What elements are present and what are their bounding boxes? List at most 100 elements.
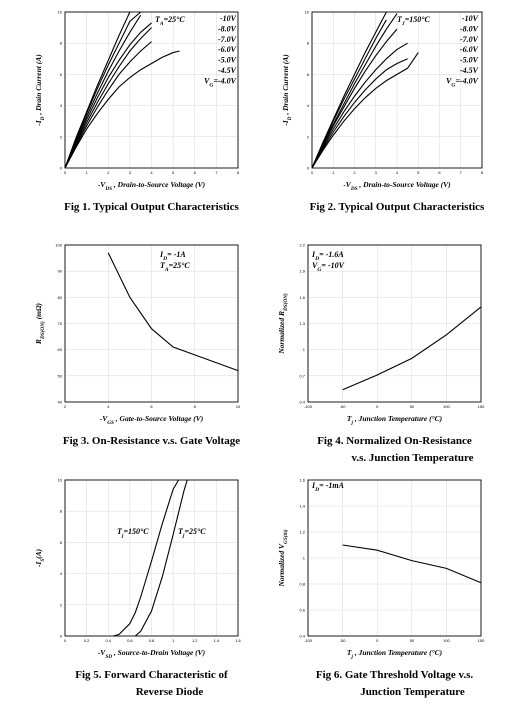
text-part: =25°C [184, 527, 206, 536]
text-part: = -1A [167, 250, 186, 259]
plot-border [64, 479, 239, 637]
text-part: A [159, 21, 164, 27]
text-part: D [287, 116, 293, 121]
text-part: j [121, 533, 124, 539]
x-tick-label: 6 [150, 404, 153, 409]
y-tick-label: 90 [58, 269, 63, 274]
text-part: G [317, 267, 321, 273]
data-line [311, 13, 398, 169]
text-part: , Drain Current (A) [34, 54, 43, 117]
y-tick-label: 2 [60, 602, 63, 607]
plot-border [64, 11, 239, 169]
text-part: -V [100, 414, 108, 423]
legend-entry: -4.5V [218, 66, 237, 75]
annotation: Tj=150°C [117, 527, 149, 539]
text-part: -V [343, 180, 351, 189]
text-part: -I [34, 119, 43, 125]
plot-border [311, 11, 483, 169]
figure-caption: Fig 2. Typical Output Characteristics [310, 201, 485, 213]
chart: -100 -50 0 50 100 150 0.4 0.7 1 1.3 1.6 1.9 2.2 Tj , … [277, 243, 485, 465]
text-part: (mΩ) [34, 302, 43, 321]
y-tick-label: 6 [307, 72, 310, 77]
legend-text: -4.0V [218, 76, 237, 85]
figure-caption: Fig 5. Forward Characteristic of [75, 669, 228, 681]
y-tick-label: 1 [303, 347, 306, 352]
data-line [64, 27, 152, 169]
text-part: R [34, 339, 43, 345]
y-tick-label: 70 [58, 321, 63, 326]
legend-text: -6.0V [218, 45, 237, 54]
text-part: SD [105, 654, 112, 660]
text-part: = -10V [321, 261, 344, 270]
x-tick-label: 3 [375, 170, 378, 175]
legend-entry: VG=-4.0V [446, 76, 479, 88]
x-tick-label: 4 [107, 404, 110, 409]
x-tick-label: 2 [64, 404, 67, 409]
chart: -100 -50 0 50 100 150 0.4 0.6 0.8 1 1.2 1.4 1.6 Tj , … [277, 478, 485, 699]
legend-text: -5.0V [460, 56, 479, 65]
data-line [311, 42, 408, 169]
x-tick-label: -50 [340, 404, 347, 409]
text-part: D [162, 256, 167, 262]
y-tick-label: 10 [58, 10, 63, 15]
text-part: = [455, 76, 460, 85]
y-tick-label: 1.4 [299, 504, 305, 509]
text-part: D [314, 256, 319, 262]
x-tick-label: 7 [215, 170, 218, 175]
y-tick-label: 10 [305, 10, 310, 15]
y-tick-label: 8 [307, 41, 310, 46]
x-tick-label: 7 [460, 170, 463, 175]
text-part: A [164, 267, 169, 273]
text-part: Normalized R [277, 311, 286, 355]
y-tick-label: 2 [60, 134, 63, 139]
text-part: DS [104, 186, 112, 192]
annotation: TA=25°C [160, 261, 190, 273]
y-axis-label: Normalized RDS(ON) [277, 293, 289, 355]
text-part: V [312, 261, 318, 270]
x-axis-label: -VDS , Drain-to-Source Voltage (V) [98, 180, 206, 192]
text-part: J [401, 21, 405, 27]
x-tick-label: 0 [376, 404, 379, 409]
y-tick-label: 60 [58, 347, 63, 352]
text-part: V [446, 76, 452, 85]
y-tick-label: 50 [58, 373, 63, 378]
annotation: ID= -1mA [311, 481, 345, 493]
x-tick-label: 3 [129, 170, 132, 175]
legend-text: -8.0V [218, 24, 237, 33]
legend-text: -10V [220, 14, 237, 23]
y-tick-label: 6 [60, 540, 63, 545]
y-tick-label: 8 [60, 509, 63, 514]
text-part: T [155, 15, 161, 24]
text-part: DS(ON) [39, 321, 46, 340]
data-line [64, 14, 142, 169]
text-part: = -1.6A [319, 250, 344, 259]
x-tick-label: 0 [311, 170, 314, 175]
data-line [311, 58, 408, 169]
text-part: -I [281, 119, 290, 125]
y-axis-label: RDS(ON) (mΩ) [34, 302, 46, 345]
text-part: j [350, 420, 353, 426]
x-tick-label: 2 [353, 170, 356, 175]
y-axis-label: -ID , Drain Current (A) [34, 54, 46, 126]
y-tick-label: 10 [58, 478, 63, 483]
figure-caption: Reverse Diode [136, 686, 204, 698]
x-tick-label: 0.2 [84, 638, 90, 643]
text-part: =150°C [405, 15, 431, 24]
legend-text: -4.5V [218, 66, 237, 75]
y-tick-label: 0.7 [299, 373, 305, 378]
legend-text: -6.0V [460, 45, 479, 54]
chart: 0 1 2 3 4 5 6 7 8 0 2 4 6 8 10 -VDS , Drain-to-Source V… [34, 10, 240, 214]
x-tick-label: 0 [64, 170, 67, 175]
x-tick-label: 5 [172, 170, 175, 175]
y-tick-label: 2 [307, 134, 310, 139]
x-tick-label: 6 [194, 170, 197, 175]
data-line [107, 252, 239, 372]
x-tick-label: 6 [438, 170, 441, 175]
x-tick-label: 0 [64, 638, 67, 643]
x-tick-label: 0.8 [149, 638, 155, 643]
x-tick-label: 0.6 [127, 638, 133, 643]
text-part: Normalized V [277, 543, 286, 588]
x-tick-label: 150 [478, 404, 485, 409]
annotation: ID= -1.6A [311, 250, 344, 262]
